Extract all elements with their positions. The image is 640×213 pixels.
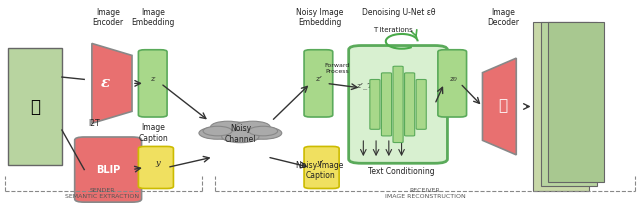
FancyBboxPatch shape <box>393 66 403 142</box>
Text: Image
Caption: Image Caption <box>138 123 168 143</box>
Text: y’: y’ <box>316 159 324 167</box>
FancyBboxPatch shape <box>349 46 447 163</box>
FancyBboxPatch shape <box>416 79 426 129</box>
Text: Image
Decoder: Image Decoder <box>487 8 519 27</box>
FancyBboxPatch shape <box>381 73 392 136</box>
FancyBboxPatch shape <box>138 147 173 189</box>
FancyBboxPatch shape <box>438 50 467 117</box>
Text: y: y <box>155 159 160 167</box>
Polygon shape <box>483 58 516 155</box>
Text: T Iterations: T Iterations <box>372 27 413 33</box>
Text: z₀: z₀ <box>449 75 456 83</box>
Text: Text Conditioning: Text Conditioning <box>367 167 434 176</box>
Text: Noisy Image
Embedding: Noisy Image Embedding <box>296 8 344 27</box>
Text: 𝓟: 𝓟 <box>499 99 508 114</box>
FancyBboxPatch shape <box>370 79 380 129</box>
FancyBboxPatch shape <box>138 50 167 117</box>
Text: Image
Embedding: Image Embedding <box>131 8 175 27</box>
Circle shape <box>199 127 236 139</box>
Text: RECEIVER
IMAGE RECONSTRUCTION: RECEIVER IMAGE RECONSTRUCTION <box>385 188 465 199</box>
Circle shape <box>221 130 259 143</box>
Text: SENDER
SEMANTIC EXTRACTION: SENDER SEMANTIC EXTRACTION <box>65 188 139 199</box>
FancyBboxPatch shape <box>541 22 596 186</box>
FancyBboxPatch shape <box>304 50 333 117</box>
Circle shape <box>244 127 282 139</box>
Text: 🐕: 🐕 <box>30 98 40 115</box>
Text: Noisy
Channel: Noisy Channel <box>225 124 256 144</box>
Text: z’: z’ <box>316 75 322 83</box>
Text: Forward
Process: Forward Process <box>324 63 350 74</box>
Polygon shape <box>92 43 132 123</box>
FancyBboxPatch shape <box>75 137 141 202</box>
Text: I2T: I2T <box>88 119 100 128</box>
Text: Image
Encoder: Image Encoder <box>92 8 124 27</box>
Circle shape <box>236 121 270 133</box>
Text: z’_T: z’_T <box>356 82 373 89</box>
Circle shape <box>211 121 245 133</box>
Text: Noisy Image
Caption: Noisy Image Caption <box>296 161 344 180</box>
FancyBboxPatch shape <box>548 22 604 182</box>
Text: Denoising U-Net εθ: Denoising U-Net εθ <box>362 8 435 17</box>
FancyBboxPatch shape <box>534 22 589 191</box>
Circle shape <box>211 122 269 141</box>
Text: ε: ε <box>101 76 110 90</box>
FancyBboxPatch shape <box>8 48 62 165</box>
FancyBboxPatch shape <box>404 73 415 136</box>
FancyBboxPatch shape <box>304 147 339 189</box>
Text: z: z <box>150 75 155 83</box>
Text: BLIP: BLIP <box>96 165 120 175</box>
Circle shape <box>248 126 278 136</box>
Circle shape <box>203 126 232 136</box>
